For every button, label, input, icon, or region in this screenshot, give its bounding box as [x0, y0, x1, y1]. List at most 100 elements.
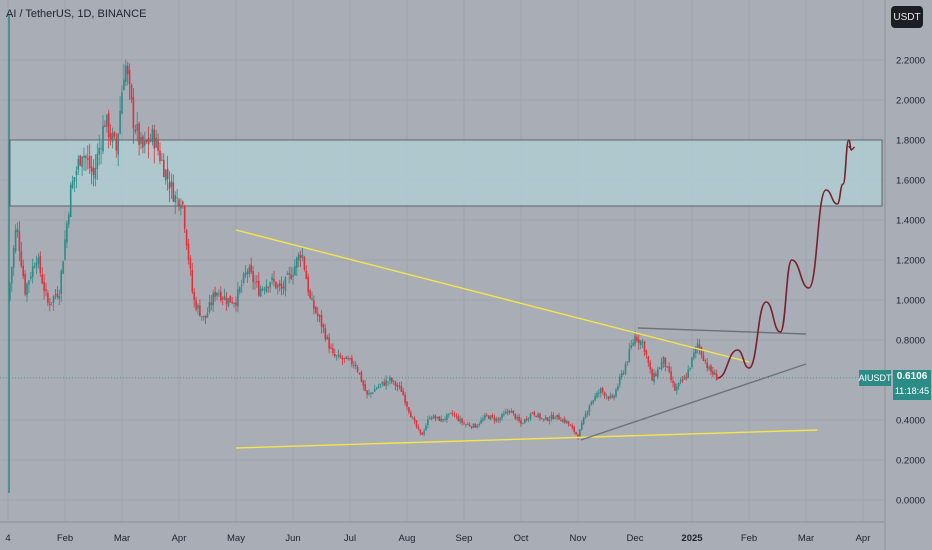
- candle-body: [185, 230, 188, 246]
- candle-body: [85, 156, 87, 159]
- candle-body: [702, 354, 705, 361]
- y-tick-label: 0.4000: [896, 416, 925, 427]
- x-tick-label: Feb: [741, 533, 757, 544]
- candle-body: [430, 417, 433, 419]
- candle-body: [267, 287, 270, 288]
- candle-body: [541, 418, 543, 419]
- candle-body: [180, 204, 182, 209]
- candle-body: [193, 292, 195, 301]
- candle-body: [278, 283, 281, 286]
- candle-body: [360, 372, 363, 382]
- candle-body: [288, 272, 290, 275]
- candle-body: [472, 423, 475, 428]
- candle-body: [33, 266, 36, 268]
- candle-body: [358, 372, 361, 374]
- candle-body: [197, 305, 199, 309]
- candle-body: [246, 271, 249, 275]
- candle-body: [11, 267, 13, 284]
- candle-body: [375, 388, 378, 390]
- y-tick-label: 2.2000: [896, 56, 925, 67]
- candle-body: [265, 285, 268, 292]
- candle-body: [622, 372, 625, 374]
- currency-button[interactable]: USDT: [891, 6, 923, 28]
- candle-body: [208, 302, 211, 312]
- candle-body: [440, 418, 442, 422]
- y-tick-label: 0.0000: [896, 496, 925, 507]
- candle-body: [611, 395, 613, 398]
- candle-body: [189, 258, 192, 269]
- candle-body: [413, 418, 416, 422]
- candle-body: [113, 132, 116, 137]
- candle-body: [339, 355, 342, 358]
- candle-body: [698, 344, 701, 349]
- candle-body: [16, 228, 19, 233]
- candle-body: [546, 417, 549, 421]
- candle-body: [50, 302, 53, 303]
- candle-body: [315, 307, 317, 313]
- candle-body: [634, 335, 636, 345]
- candle-body: [335, 355, 338, 357]
- candle-body: [90, 166, 93, 172]
- candle-body: [62, 261, 64, 274]
- candle-body: [201, 316, 203, 318]
- candle-body: [628, 348, 631, 362]
- candle-body: [647, 356, 650, 363]
- candle-body: [603, 392, 606, 396]
- candle-body: [588, 405, 591, 413]
- candle-body: [432, 415, 435, 419]
- candle-body: [328, 337, 330, 349]
- candle-body: [643, 341, 646, 353]
- candle-body: [320, 314, 323, 327]
- candle-body: [119, 111, 121, 134]
- candle-body: [301, 254, 304, 258]
- candle-body: [218, 293, 220, 295]
- candle-body: [438, 416, 441, 422]
- candle-body: [258, 280, 260, 296]
- candle-body: [183, 206, 186, 229]
- candle-body: [674, 383, 676, 391]
- candle-body: [683, 376, 686, 380]
- candle-body: [398, 385, 401, 387]
- candle-body: [624, 364, 627, 374]
- candle-body: [231, 302, 233, 304]
- candle-body: [147, 138, 150, 145]
- candle-body: [615, 389, 617, 397]
- candle-body: [316, 313, 319, 316]
- candle-body: [128, 69, 131, 84]
- trendline-triangle-bottom: [580, 363, 807, 441]
- candle-body: [560, 420, 562, 422]
- candle-body: [256, 281, 258, 283]
- candle-body: [531, 412, 534, 414]
- candle-body: [470, 426, 473, 428]
- candle-body: [467, 424, 469, 425]
- candle-body: [508, 411, 511, 413]
- candle-body: [590, 402, 593, 405]
- candle-body: [594, 395, 596, 401]
- candle-body: [107, 113, 110, 138]
- candle-body: [539, 413, 541, 419]
- candle-body: [579, 429, 581, 438]
- candle-body: [696, 343, 699, 348]
- candle-body: [35, 262, 38, 268]
- candle-body: [639, 340, 642, 345]
- candle-body: [605, 395, 608, 397]
- candle-body: [626, 361, 629, 363]
- candle-body: [269, 282, 271, 288]
- x-tick-label: Feb: [57, 533, 73, 544]
- candle-body: [106, 114, 108, 127]
- candle-body: [362, 381, 365, 386]
- candle-body: [326, 336, 328, 340]
- candle-body: [318, 315, 321, 317]
- candle-body: [417, 427, 420, 429]
- candle-body: [140, 136, 142, 144]
- candle-body: [677, 382, 680, 387]
- candle-body: [484, 415, 486, 419]
- candle-body: [617, 386, 619, 390]
- candle-body: [138, 123, 140, 145]
- candle-body: [309, 290, 311, 299]
- candle-body: [394, 381, 397, 387]
- candle-body: [468, 424, 471, 427]
- candle-body: [567, 421, 570, 425]
- candle-body: [20, 251, 23, 267]
